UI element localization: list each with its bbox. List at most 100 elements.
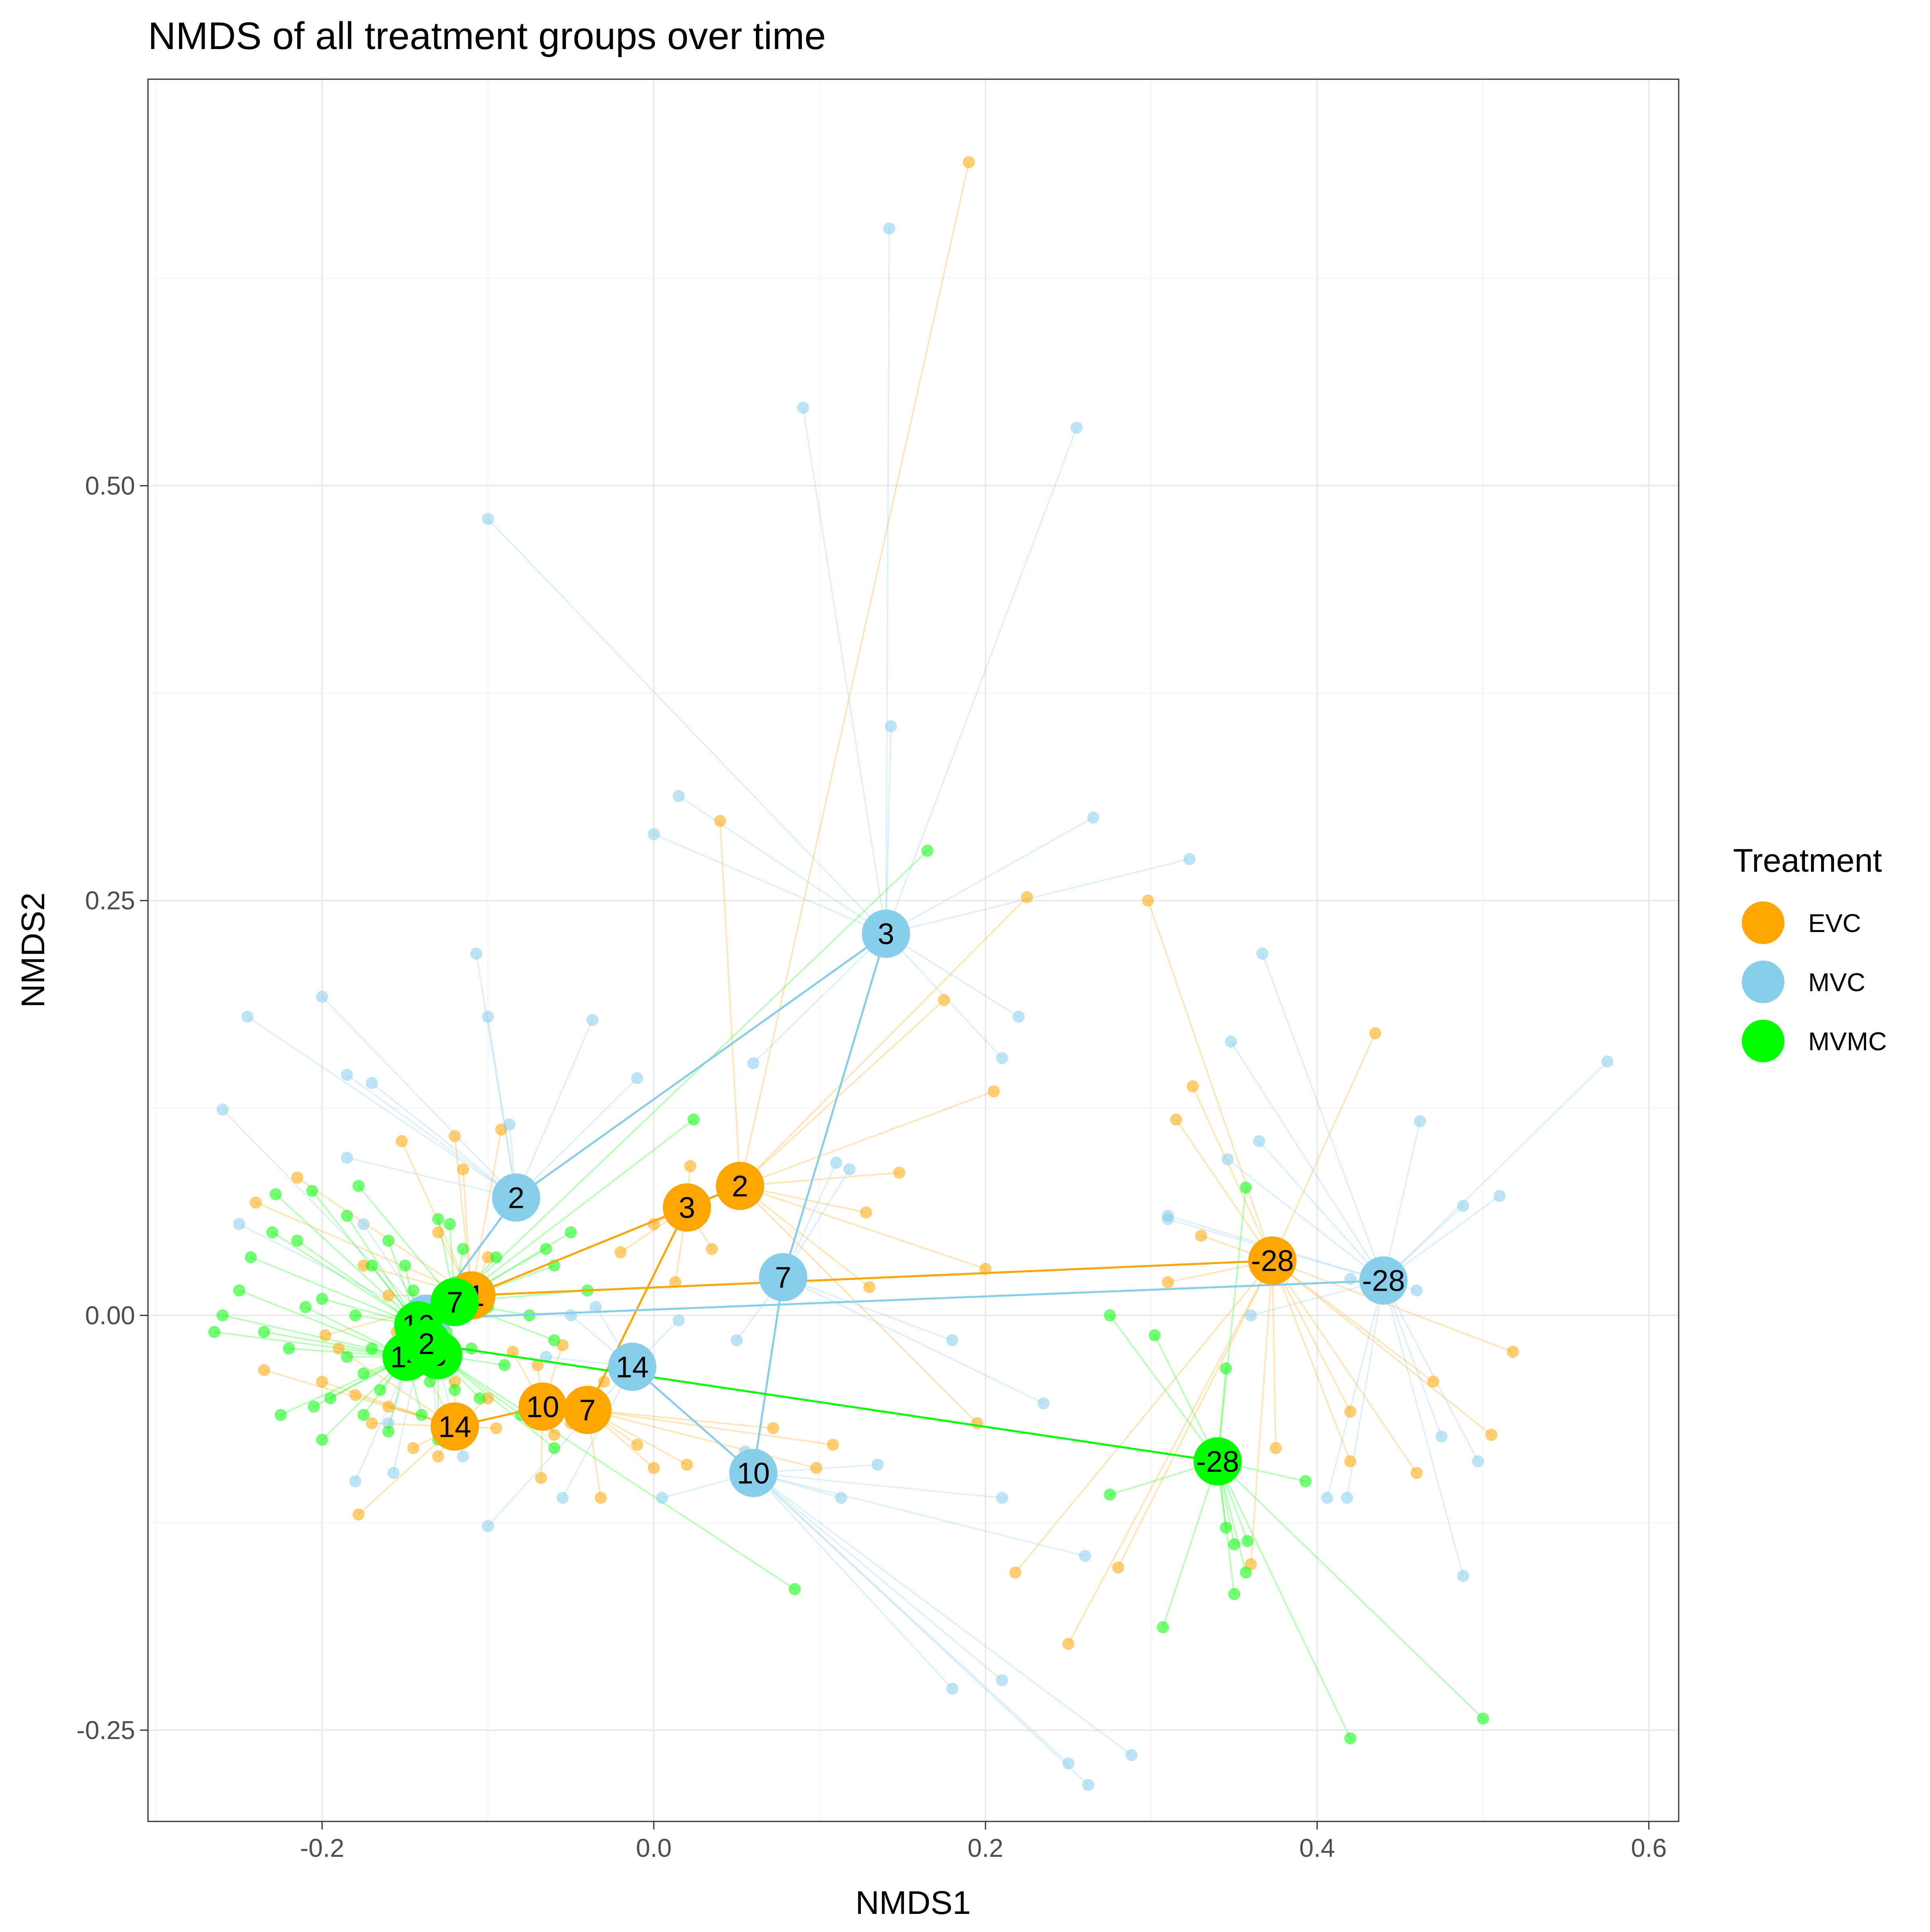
mvc-sample-point	[835, 1492, 848, 1504]
mvc-sample-point	[482, 1010, 494, 1023]
evc-sample-point	[810, 1462, 823, 1474]
mvc-sample-link	[885, 858, 1190, 935]
mvmc-sample-link	[272, 1232, 419, 1326]
evc-sample-link	[255, 1201, 472, 1296]
y-tick-label: 0.25	[85, 886, 135, 915]
evc-sample-point	[396, 1135, 408, 1148]
mvc-sample-link	[487, 1366, 633, 1527]
evc-sample-point	[938, 994, 950, 1006]
mvmc-sample-point	[407, 1284, 419, 1297]
evc-sample-point	[684, 1160, 696, 1172]
mvc-sample-point	[996, 1674, 1008, 1687]
evc-sample-point	[614, 1246, 627, 1259]
y-tick-label: 0.50	[85, 471, 135, 500]
mvc-sample-point	[883, 222, 895, 235]
mvc-sample-link	[885, 427, 1078, 934]
mvc-centroid-label: 10	[737, 1456, 770, 1490]
mvc-sample-point	[482, 1520, 494, 1532]
mvc-sample-point	[731, 1334, 743, 1347]
mvc-centroid-marker	[608, 1343, 657, 1391]
mvc-sample-point	[565, 1309, 577, 1322]
mvc-sample-point	[482, 513, 494, 525]
evc-sample-point	[548, 1429, 561, 1441]
y-tick-label: 0.00	[85, 1301, 135, 1330]
mvmc-sample-point	[457, 1243, 469, 1255]
evc-sample-link	[1250, 1261, 1273, 1564]
evc-centroid-marker	[563, 1386, 612, 1434]
mvc-sample-link	[1383, 1061, 1608, 1281]
mvmc-centroid-marker	[431, 1278, 479, 1326]
evc-sample-link	[1271, 1260, 1351, 1462]
mvmc-sample-link	[1217, 1461, 1484, 1719]
evc-sample-link	[1271, 1260, 1351, 1412]
mvmc-sample-point	[382, 1425, 395, 1438]
evc-sample-link	[1014, 1260, 1273, 1573]
mvc-centroid-label: 7	[775, 1261, 791, 1294]
mvc-sample-link	[1230, 1041, 1384, 1281]
mvc-sample-link	[487, 518, 887, 934]
mvmc-sample-point	[1240, 1567, 1252, 1579]
mvc-sample-link	[487, 1016, 517, 1198]
mvc-centroid-path	[515, 933, 887, 1199]
mvmc-sample-point	[349, 1309, 361, 1322]
evc-sample-link	[739, 999, 945, 1187]
mvmc-sample-point	[308, 1400, 320, 1413]
mvc-sample-link	[1227, 1158, 1384, 1281]
evc-sample-link	[1272, 1260, 1492, 1436]
mvmc-sample-point	[687, 1113, 700, 1126]
mvc-sample-point	[656, 1492, 668, 1504]
mvmc-sample-link	[437, 1354, 795, 1590]
mvc-sample-point	[885, 720, 897, 733]
evc-sample-link	[1147, 900, 1273, 1261]
mvc-sample-link	[222, 1109, 427, 1320]
mvmc-sample-point	[432, 1213, 444, 1226]
evc-centroid: 3	[663, 1183, 711, 1232]
evc-sample-point	[349, 1389, 361, 1401]
mvc-sample-point	[1244, 1309, 1257, 1322]
evc-sample-point	[598, 1376, 610, 1388]
y-axis-title: NMDS2	[15, 892, 51, 1008]
mvmc-sample-point	[283, 1342, 295, 1355]
mvc-centroid-label: 2	[508, 1181, 524, 1214]
mvc-sample-link	[1382, 1280, 1443, 1437]
evc-sample-point	[357, 1259, 370, 1272]
legend-key-mvmc	[1742, 1020, 1784, 1062]
mvc-centroid-label: 14	[616, 1350, 649, 1384]
mvc-sample-point	[349, 1475, 361, 1488]
mvmc-centroid-label: 2	[418, 1327, 435, 1361]
mvmc-sample-point	[1104, 1309, 1116, 1322]
evc-sample-point	[595, 1492, 607, 1504]
mvc-sample-point	[672, 790, 685, 802]
mvc-sample-link	[753, 1472, 1003, 1681]
mvc-sample-link	[885, 228, 890, 934]
sample-points-layer	[208, 156, 1614, 1791]
chart-title: NMDS of all treatment groups over time	[148, 14, 826, 57]
evc-sample-link	[1068, 1260, 1273, 1645]
mvc-sample-point	[672, 1314, 685, 1326]
mvc-sample-link	[885, 817, 1094, 934]
evc-sample-point	[681, 1458, 693, 1471]
mvc-sample-point	[1457, 1570, 1469, 1582]
mvc-centroid: 14	[608, 1343, 657, 1391]
mvc-sample-link	[515, 1020, 593, 1198]
evc-sample-point	[1021, 891, 1033, 903]
mvc-centroid-path	[752, 1277, 784, 1473]
mvmc-sample-point	[449, 1384, 461, 1396]
evc-sample-link	[587, 1409, 774, 1429]
mvmc-sample-point	[473, 1392, 486, 1404]
evc-centroid-marker	[518, 1382, 567, 1431]
evc-sample-point	[1427, 1376, 1439, 1388]
evc-sample-link	[454, 1136, 472, 1296]
mvc-sample-point	[341, 1152, 353, 1164]
evc-sample-link	[587, 1409, 833, 1446]
mvmc-centroid: -28	[1193, 1437, 1242, 1486]
mvc-sample-point	[871, 1458, 884, 1471]
mvc-sample-point	[216, 1103, 229, 1116]
mvc-sample-point	[1344, 1273, 1357, 1285]
evc-sample-point	[863, 1281, 876, 1293]
mvc-sample-link	[1326, 1280, 1384, 1498]
mvc-sample-link	[475, 953, 517, 1198]
mvmc-sample-point	[1148, 1329, 1161, 1341]
y-tick-label: -0.25	[76, 1716, 135, 1745]
